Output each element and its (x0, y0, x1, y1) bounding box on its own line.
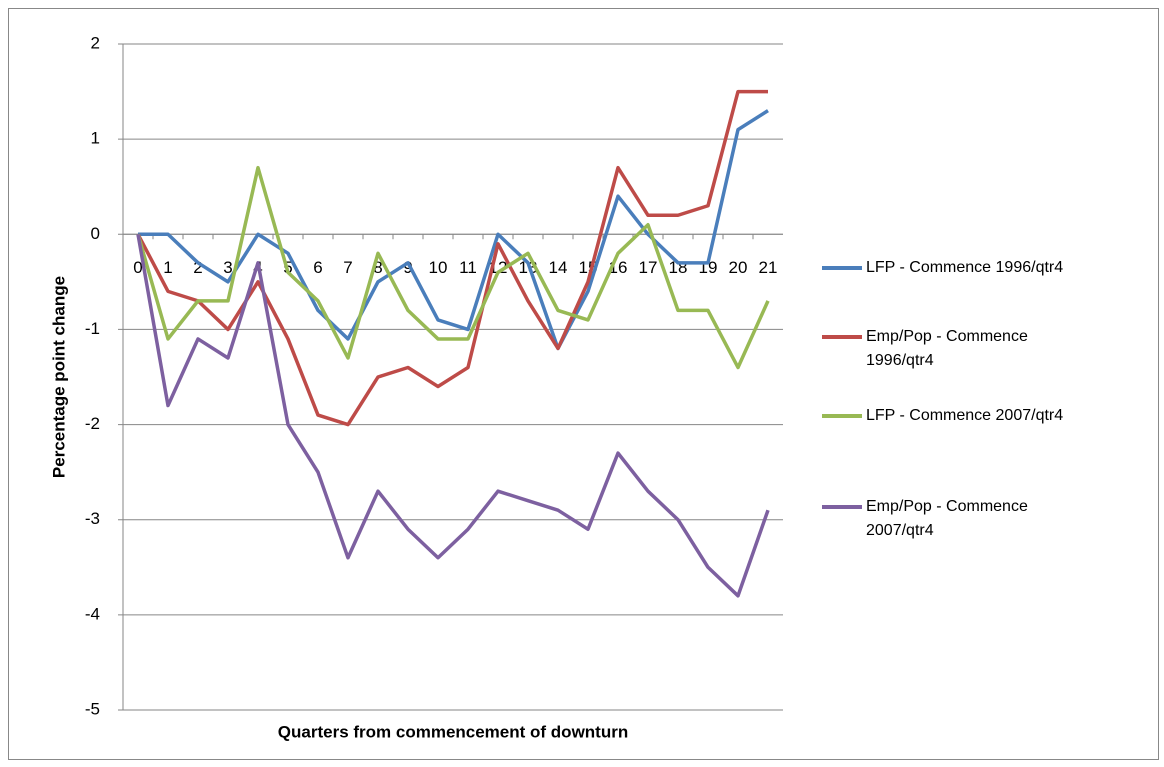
legend-swatch (822, 414, 862, 418)
x-tick-label: 10 (429, 258, 448, 277)
series-line (136, 165, 770, 370)
x-tick-label: 9 (403, 258, 412, 277)
y-tick-label: -3 (85, 509, 100, 528)
x-tick-label: 3 (223, 258, 232, 277)
y-tick-label: 2 (91, 33, 100, 52)
legend-swatch (822, 335, 862, 339)
legend-item: Emp/Pop - Commence 2007/qtr4 (822, 495, 1142, 543)
x-tick-label: 0 (133, 258, 142, 277)
x-tick-label: 2 (193, 258, 202, 277)
legend-item: LFP - Commence 2007/qtr4 (822, 404, 1142, 428)
legend-item: Emp/Pop - Commence 1996/qtr4 (822, 325, 1142, 373)
x-tick-label: 7 (343, 258, 352, 277)
y-axis-title: Percentage point change (49, 276, 68, 478)
y-tick-label: 1 (91, 129, 100, 148)
legend-label: Emp/Pop - Commence 2007/qtr4 (866, 498, 1028, 539)
x-tick-label: 17 (639, 258, 658, 277)
x-tick-label: 14 (549, 258, 568, 277)
legend-item: LFP - Commence 1996/qtr4 (822, 256, 1142, 280)
x-axis-title: Quarters from commencement of downturn (278, 722, 628, 741)
legend-swatch (822, 505, 862, 509)
legend-label: LFP - Commence 2007/qtr4 (866, 407, 1064, 424)
x-tick-label: 8 (373, 258, 382, 277)
x-tick-label: 20 (729, 258, 748, 277)
legend-swatch (822, 266, 862, 270)
x-tick-label: 6 (313, 258, 322, 277)
y-tick-label: -4 (85, 604, 100, 623)
x-tick-label: 1 (163, 258, 172, 277)
y-tick-label: -5 (85, 699, 100, 718)
chart-border (8, 8, 1159, 760)
legend-label: LFP - Commence 1996/qtr4 (866, 259, 1064, 276)
series-line (138, 109, 769, 351)
x-tick-label: 21 (759, 258, 778, 277)
y-tick-label: -2 (85, 414, 100, 433)
series-line (136, 233, 770, 598)
y-tick-label: -1 (85, 319, 100, 338)
y-tick-label: 0 (91, 224, 100, 243)
x-tick-label: 11 (459, 258, 477, 277)
legend-label: Emp/Pop - Commence 1996/qtr4 (866, 328, 1028, 369)
